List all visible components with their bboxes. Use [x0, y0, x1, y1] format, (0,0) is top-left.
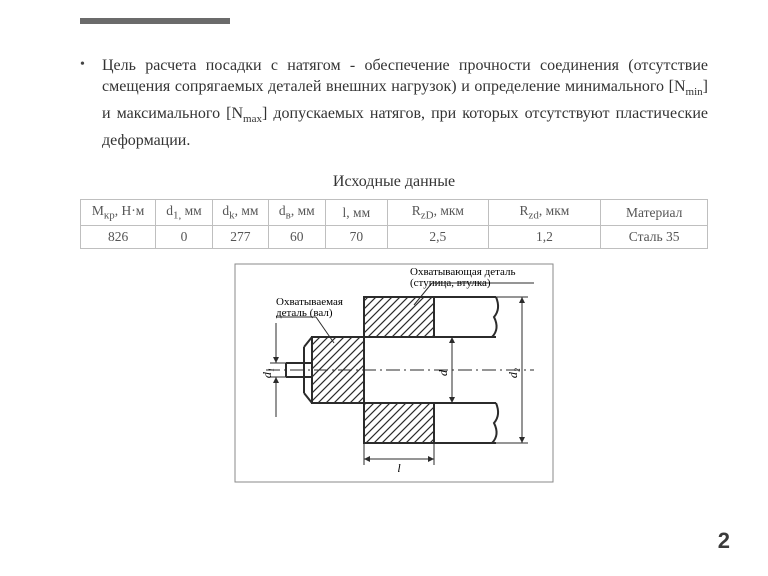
table-cell: 70: [325, 226, 388, 249]
table-header-cell: dk, мм: [212, 200, 268, 226]
table-title: Исходные данные: [80, 173, 708, 191]
shaft-callout-line2: деталь (вал): [276, 307, 333, 319]
para-text-1: Цель расчета посадки с натягом - обеспеч…: [102, 57, 708, 95]
input-data-table: Мкр, Н·мd1, ммdk, ммdв, ммl, ммRzD, мкмR…: [80, 199, 708, 249]
table-header-cell: Rzd, мкм: [488, 200, 601, 226]
table-cell: 60: [269, 226, 325, 249]
table-cell: Сталь 35: [601, 226, 708, 249]
table-header-cell: l, мм: [325, 200, 388, 226]
table-row: 826027760702,51,2Сталь 35: [81, 226, 708, 249]
para-sub-nmax: max: [243, 113, 262, 125]
bullet-icon: •: [80, 55, 96, 75]
table-cell: 277: [212, 226, 268, 249]
content-area: • Цель расчета посадки с натягом - обесп…: [80, 55, 708, 488]
table-cell: 1,2: [488, 226, 601, 249]
paragraph-block: • Цель расчета посадки с натягом - обесп…: [80, 55, 708, 151]
table-header-cell: Мкр, Н·м: [81, 200, 156, 226]
dim-label-d2: d₂: [506, 368, 520, 378]
page-number: 2: [718, 528, 730, 554]
table-header-cell: Материал: [601, 200, 708, 226]
table-cell: 2,5: [388, 226, 488, 249]
para-sub-nmin: min: [686, 86, 703, 98]
table-header-row: Мкр, Н·мd1, ммdk, ммdв, ммl, ммRzD, мкмR…: [81, 200, 708, 226]
dim-label-l: l: [397, 461, 401, 475]
dim-label-d: d: [436, 369, 450, 376]
assembly-diagram: d₁ d d₂ l: [234, 263, 554, 483]
accent-top-bar: [80, 18, 230, 24]
table-header-cell: dв, мм: [269, 200, 325, 226]
hub-callout-line2: (ступица, втулка): [410, 277, 491, 289]
table-header-cell: d1, мм: [156, 200, 212, 226]
table-header-cell: RzD, мкм: [388, 200, 488, 226]
diagram-container: d₁ d d₂ l: [234, 263, 554, 488]
table-cell: 826: [81, 226, 156, 249]
dim-label-d1: d₁: [260, 368, 274, 378]
table-cell: 0: [156, 226, 212, 249]
description-paragraph: Цель расчета посадки с натягом - обеспеч…: [102, 55, 708, 151]
